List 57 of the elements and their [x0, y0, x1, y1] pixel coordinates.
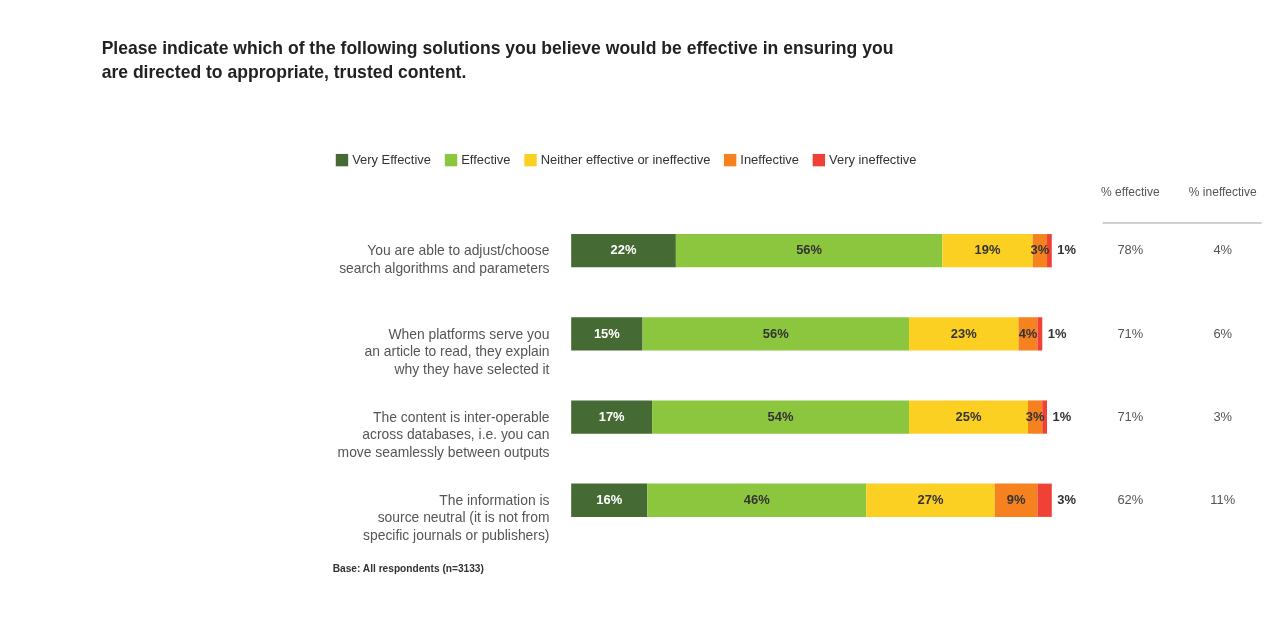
bar [1037, 483, 1052, 517]
bar [994, 483, 1038, 517]
bar [647, 483, 867, 517]
bar [866, 483, 995, 517]
bar [571, 234, 676, 268]
data-label: 56% [796, 242, 823, 258]
legend-label: Very ineffective [829, 151, 917, 167]
bar [571, 483, 648, 517]
legend-label: Ineffective [740, 151, 799, 167]
data-label: 1% [1052, 408, 1072, 424]
bar [909, 317, 1019, 351]
text: 71% [1117, 325, 1144, 341]
data-label: 1% [1047, 325, 1067, 341]
data-label: 23% [950, 325, 978, 341]
data-label: 25% [955, 408, 982, 424]
bar [652, 400, 910, 434]
data-label: 1% [1057, 242, 1077, 258]
bar [942, 234, 1033, 268]
data-label: 16% [596, 491, 623, 507]
text: 71% [1117, 408, 1144, 424]
bar [642, 317, 910, 351]
bar [675, 234, 943, 268]
y-tick-label: You are able to adjust/choose search algorithms and parameters [339, 242, 550, 276]
data-label: 3% [1030, 242, 1050, 258]
y-tick-label: The information is source neutral (it is not from specific journals or publishers) [363, 491, 550, 543]
data-label: 27% [917, 491, 944, 507]
data-label: 9% [1006, 491, 1026, 507]
data-label: 46% [743, 491, 771, 507]
data-label: 22% [610, 242, 637, 258]
bar [571, 400, 653, 434]
data-label: 4% [1018, 325, 1038, 341]
y-tick-label: The content is inter-operable across databases, i.e. you can move seamlessly between outputs [337, 408, 550, 460]
text: % ineffective [1188, 185, 1257, 200]
data-label: 19% [974, 242, 1001, 258]
legend-label: Very Effective [352, 151, 431, 167]
bar [1047, 234, 1052, 268]
chart-title: Please indicate which of the following solutions you believe would be effective in ensuring you are directed to appropriate, trusted content. [101, 37, 894, 82]
text: Base: All respondents (n=3133) [332, 563, 484, 575]
text: 4% [1213, 242, 1233, 258]
data-label: 54% [767, 408, 794, 424]
bar [909, 400, 1028, 434]
legend-label: Neither effective or ineffective [540, 151, 711, 167]
text: 11% [1210, 491, 1236, 507]
text: 78% [1117, 242, 1144, 258]
data-label: 56% [762, 325, 790, 341]
bar [1042, 400, 1048, 434]
text: 3% [1213, 408, 1233, 424]
data-label: 17% [598, 408, 626, 424]
legend-label: Effective [461, 151, 511, 167]
text: 6% [1213, 325, 1233, 341]
y-tick-label: When platforms serve you an article to read, they explain why they have selected it [364, 325, 550, 377]
data-label: 3% [1057, 491, 1077, 507]
text: 62% [1117, 491, 1144, 507]
text: % effective [1101, 185, 1160, 200]
bar [571, 317, 643, 351]
data-label: 15% [593, 325, 621, 341]
data-label: 3% [1025, 408, 1045, 424]
